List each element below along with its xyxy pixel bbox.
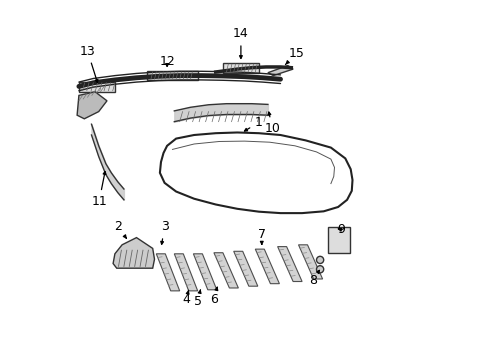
Text: 1: 1 <box>244 116 263 131</box>
Polygon shape <box>174 254 197 291</box>
Polygon shape <box>213 253 238 288</box>
Polygon shape <box>156 254 179 291</box>
Text: 7: 7 <box>257 228 265 244</box>
FancyBboxPatch shape <box>79 82 115 92</box>
Polygon shape <box>193 254 216 290</box>
Text: 2: 2 <box>114 220 126 238</box>
Text: 3: 3 <box>161 220 168 244</box>
Circle shape <box>316 256 323 264</box>
Polygon shape <box>277 247 302 282</box>
Text: 10: 10 <box>264 112 280 135</box>
Polygon shape <box>113 238 154 268</box>
FancyBboxPatch shape <box>327 227 349 253</box>
Text: 4: 4 <box>182 290 190 306</box>
Text: 5: 5 <box>193 290 201 308</box>
Circle shape <box>316 266 323 273</box>
Text: 14: 14 <box>233 27 248 58</box>
Text: 11: 11 <box>91 171 107 208</box>
FancyBboxPatch shape <box>147 71 197 80</box>
Text: 15: 15 <box>285 47 304 64</box>
Polygon shape <box>255 249 279 284</box>
Polygon shape <box>298 245 322 279</box>
Text: 12: 12 <box>159 55 175 68</box>
Polygon shape <box>77 92 107 119</box>
Text: 6: 6 <box>209 287 217 306</box>
Text: 9: 9 <box>336 223 344 236</box>
Text: 13: 13 <box>80 45 98 82</box>
FancyBboxPatch shape <box>223 63 258 73</box>
Polygon shape <box>267 66 292 76</box>
Text: 8: 8 <box>308 270 319 287</box>
Polygon shape <box>233 251 257 286</box>
